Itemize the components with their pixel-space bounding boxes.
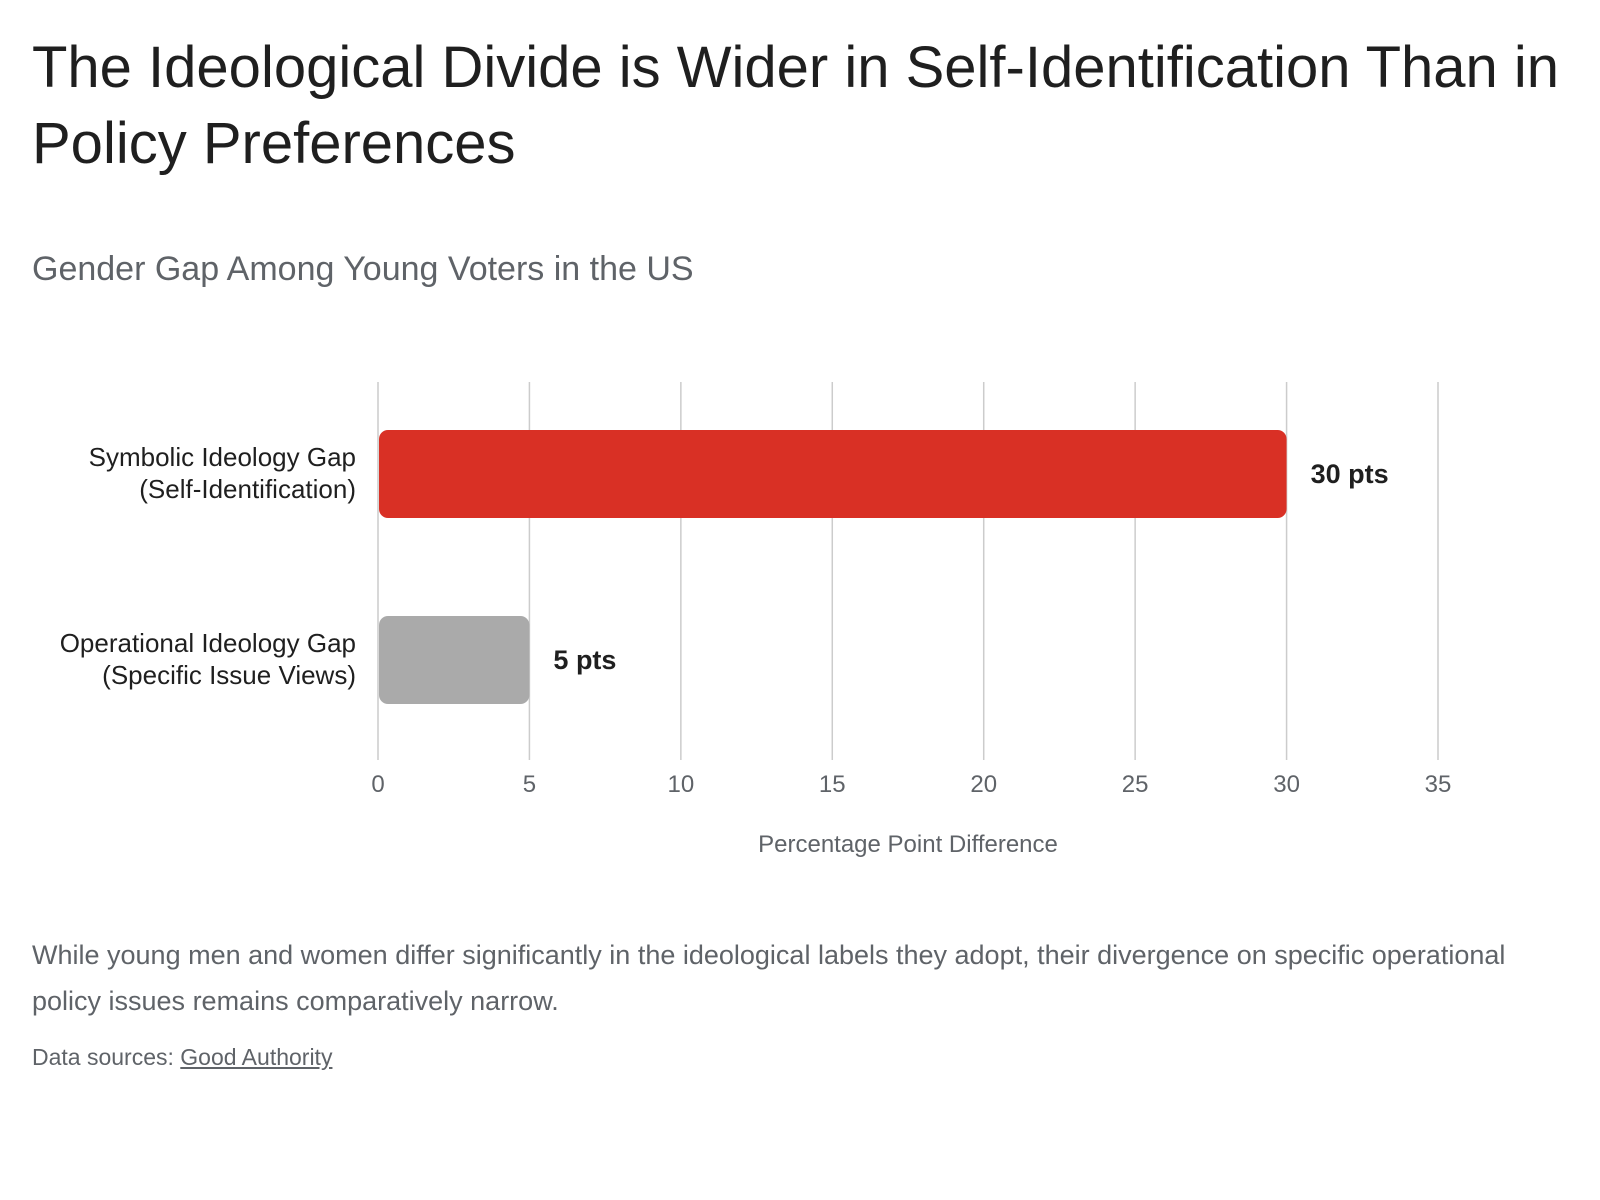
x-tick-label: 35: [1425, 771, 1452, 798]
x-tick-label: 25: [1122, 771, 1149, 798]
category-label: Operational Ideology Gap: [60, 628, 356, 658]
chart-subtitle: Gender Gap Among Young Voters in the US: [32, 250, 694, 288]
sources-label: Data sources:: [32, 1044, 174, 1070]
category-label: (Self-Identification): [139, 474, 356, 504]
chart-description: While young men and women differ signifi…: [32, 940, 1506, 1016]
x-tick-label: 30: [1273, 771, 1300, 798]
category-labels: Symbolic Ideology Gap(Self-Identificatio…: [60, 442, 356, 690]
bar-data-label: 30 pts: [1311, 459, 1389, 489]
bars: 30 pts 5 pts: [379, 430, 1389, 704]
page-title: The Ideological Divide is Wider in Self-…: [32, 35, 1560, 176]
category-label: (Specific Issue Views): [102, 660, 356, 690]
bar-data-label: 5 pts: [553, 645, 616, 675]
source-link[interactable]: Good Authority: [180, 1044, 333, 1070]
x-tick-label: 5: [523, 771, 536, 798]
x-axis-ticks: 0 5 10 15 20 25 30 35: [371, 771, 1451, 798]
data-sources: Data sources: Good Authority: [32, 1044, 332, 1071]
category-label: Symbolic Ideology Gap: [89, 442, 356, 472]
x-tick-label: 15: [819, 771, 846, 798]
bar: [379, 616, 530, 704]
x-tick-label: 0: [371, 771, 384, 798]
bar: [379, 430, 1287, 518]
bar-chart: 30 pts 5 pts Symbolic Ideology Gap(Self-I…: [60, 382, 1451, 858]
x-axis-label: Percentage Point Difference: [758, 831, 1058, 858]
x-tick-label: 10: [668, 771, 695, 798]
x-tick-label: 20: [970, 771, 997, 798]
